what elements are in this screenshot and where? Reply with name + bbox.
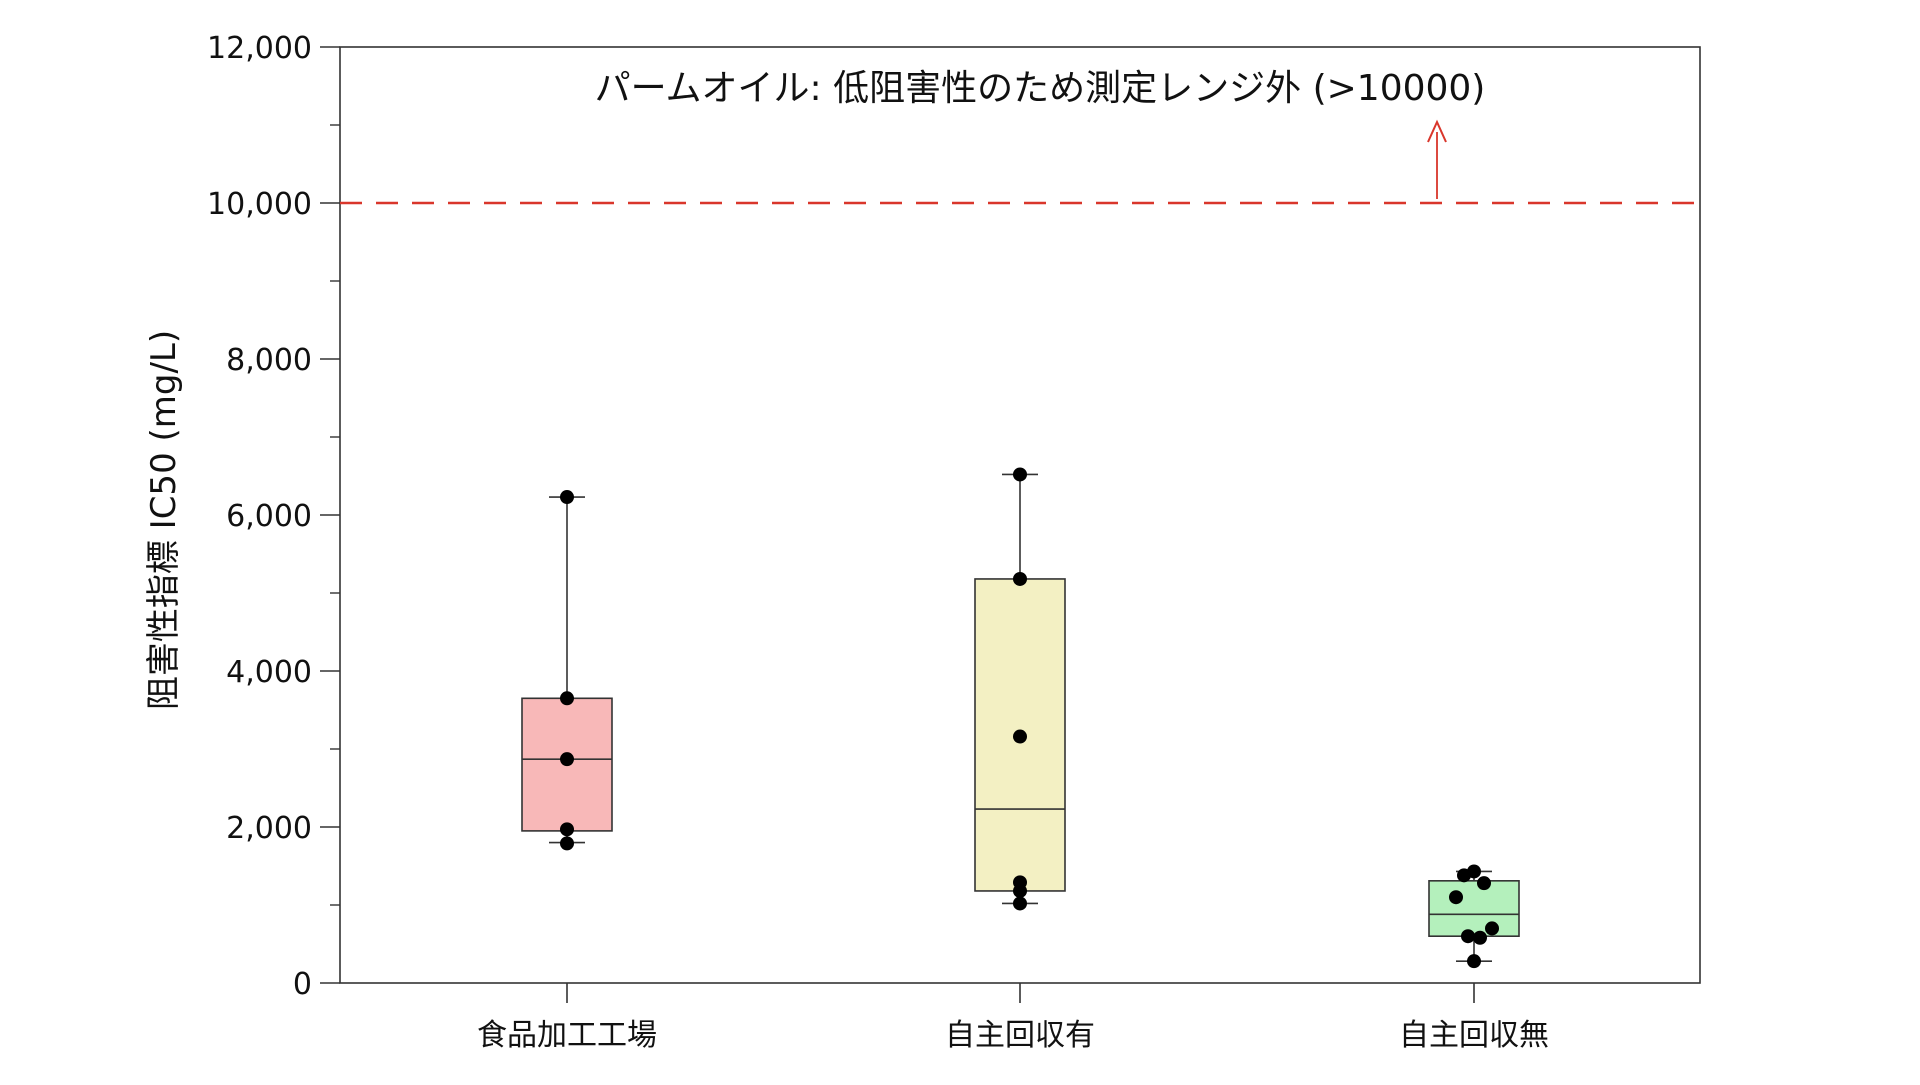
- data-point: [1449, 890, 1463, 905]
- data-point: [1013, 467, 1027, 482]
- data-point: [1013, 883, 1027, 898]
- y-axis-title: 阻害性指標 IC50 (mg/L): [144, 330, 184, 710]
- data-point: [1467, 954, 1481, 969]
- data-point: [1485, 921, 1499, 936]
- x-category-label: 自主回収無: [1399, 1018, 1549, 1053]
- data-point: [1461, 929, 1475, 944]
- annotation-text: パームオイル: 低阻害性のため測定レンジ外 (>10000): [595, 68, 1486, 109]
- x-category-label: 自主回収有: [945, 1018, 1095, 1053]
- y-tick-label: 12,000: [207, 31, 312, 66]
- data-point: [1013, 729, 1027, 744]
- data-point: [1013, 571, 1027, 586]
- y-tick-label: 8,000: [226, 343, 312, 378]
- data-point: [560, 691, 574, 706]
- data-point: [1473, 930, 1487, 945]
- y-tick-label: 6,000: [226, 499, 312, 534]
- data-point: [560, 836, 574, 851]
- y-tick-label: 4,000: [226, 655, 312, 690]
- data-point: [560, 822, 574, 837]
- data-point: [1013, 896, 1027, 911]
- x-category-label: 食品加工工場: [477, 1018, 657, 1053]
- data-point: [560, 752, 574, 767]
- y-tick-label: 2,000: [226, 811, 312, 846]
- y-tick-label: 0: [293, 967, 312, 1002]
- box-iqr: [1428, 880, 1520, 938]
- y-tick-label: 10,000: [207, 187, 312, 222]
- data-point: [1457, 868, 1471, 883]
- data-point: [1477, 876, 1491, 891]
- data-point: [560, 490, 574, 505]
- up-arrow-icon: [1427, 119, 1447, 143]
